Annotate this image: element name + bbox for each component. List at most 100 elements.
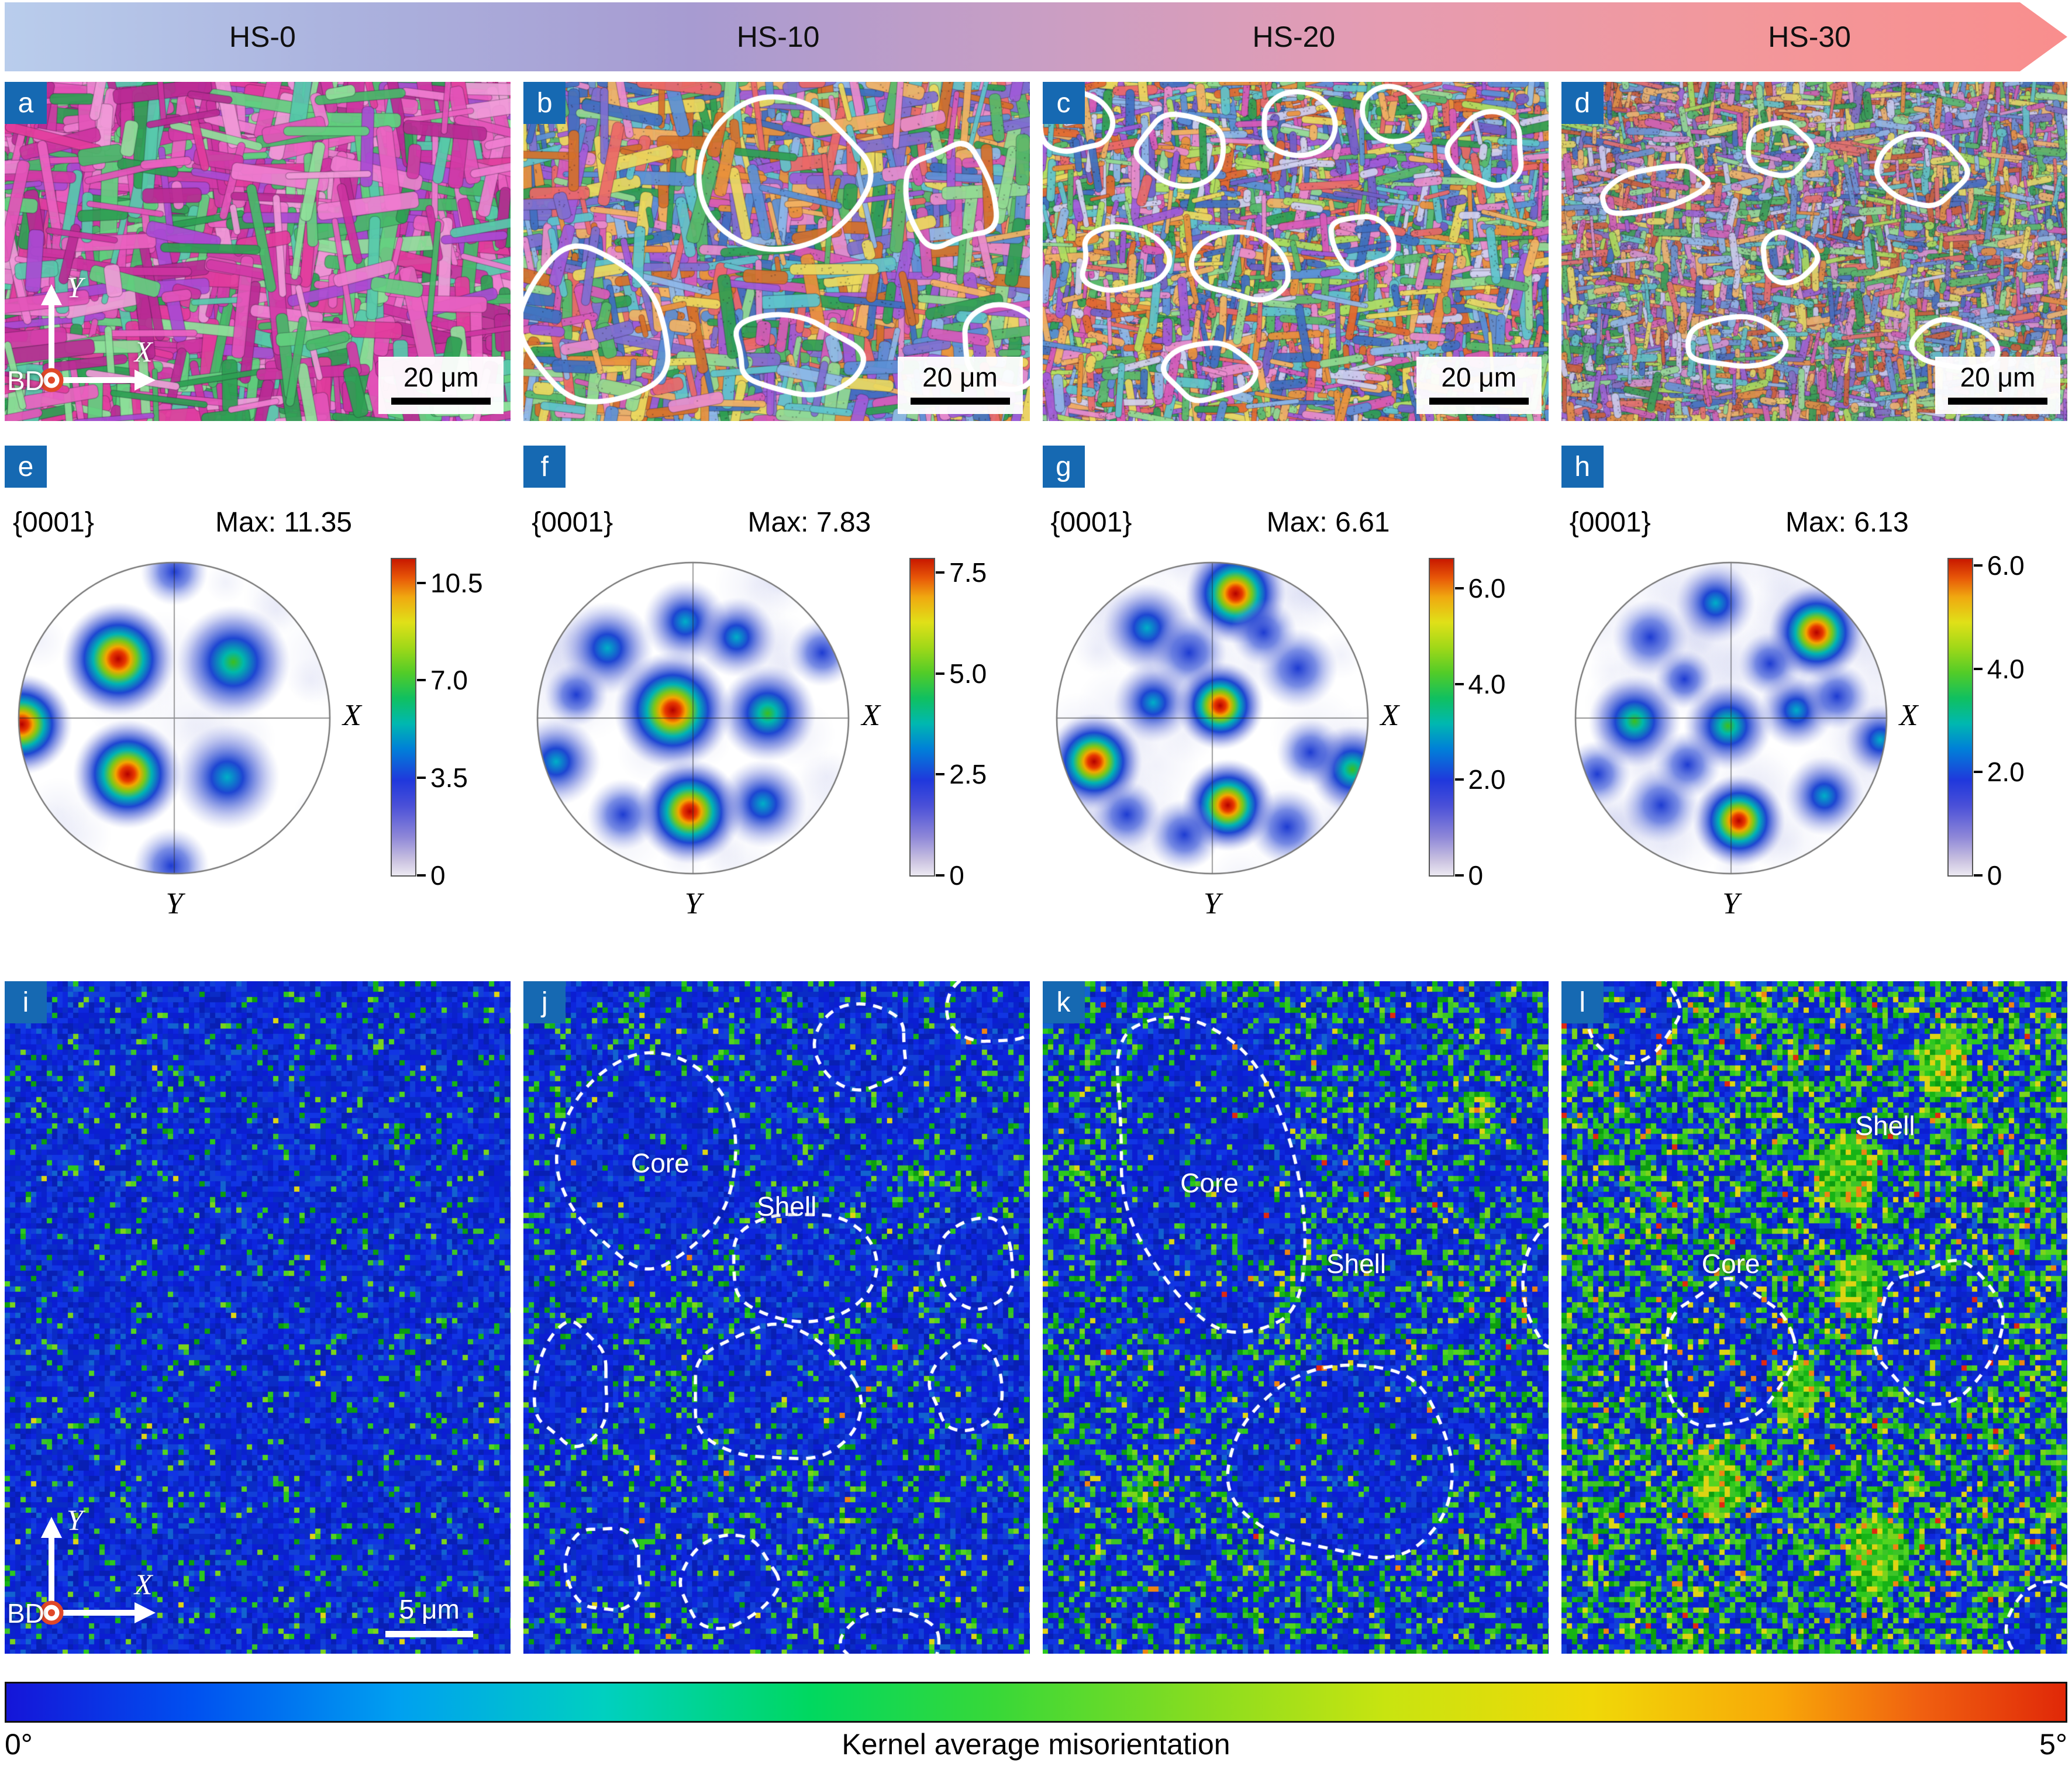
- pole-figure-header: {0001} Max: 6.13: [1570, 506, 1909, 539]
- axes-arrows-icon: [39, 284, 156, 392]
- panel-letter-badge-c: c: [1042, 82, 1085, 124]
- region-label-shell: Shell: [1855, 1110, 1915, 1141]
- pole-panel-g: g {0001} Max: 6.61 X Y 6.0 4.0 2.0 0: [1042, 446, 1549, 931]
- region-label-shell: Shell: [1326, 1248, 1387, 1279]
- scale-tick-label: 6.0: [1468, 572, 1506, 603]
- scale-tick: [936, 571, 945, 574]
- scalebar-label: 20 μm: [1441, 362, 1517, 392]
- panel-letter: g: [1056, 451, 1071, 482]
- scalebar: 20 μm: [1935, 357, 2060, 414]
- panel-letter-badge-d: d: [1561, 82, 1604, 124]
- scale-tick: [417, 874, 426, 877]
- kam-map-canvas-l: [1561, 981, 2067, 1654]
- x-axis-label: X: [135, 335, 153, 368]
- bd-axis-label: BD: [7, 1598, 44, 1629]
- pole-family-label: {0001}: [1569, 507, 1651, 538]
- panel-letter-badge-h: h: [1561, 446, 1604, 488]
- scalebar-line: [910, 398, 1010, 405]
- pole-family-label: {0001}: [13, 507, 94, 538]
- scalebar-label: 5 μm: [399, 1594, 460, 1624]
- banner-label-hs10: HS-10: [736, 20, 820, 53]
- banner-label-hs0: HS-0: [229, 20, 296, 53]
- panel-letter-badge-i: i: [5, 981, 47, 1023]
- pole-panel-f: f {0001} Max: 7.83 X Y 7.5 5.0 2.5 0: [523, 446, 1029, 931]
- scale-tick-label: 3.5: [430, 763, 468, 794]
- scalebar-line: [391, 398, 491, 405]
- banner-label-hs20: HS-20: [1252, 20, 1336, 53]
- ipf-panel-a: a Y X BD 20 μm: [5, 82, 511, 421]
- ipf-panel-d: d 20 μm: [1561, 82, 2067, 421]
- panel-letter: h: [1574, 451, 1591, 482]
- scale-tick: [1454, 682, 1464, 685]
- scalebar: 20 μm: [1416, 357, 1542, 414]
- scalebar: 5 μm: [385, 1593, 474, 1637]
- scale-tick-label: 2.5: [949, 759, 987, 790]
- scalebar: 20 μm: [897, 357, 1023, 414]
- panel-letter: i: [22, 986, 29, 1018]
- x-axis-label: X: [343, 699, 361, 732]
- region-label-shell: Shell: [757, 1191, 817, 1222]
- kam-overlay: Core Shell: [1043, 981, 1549, 1654]
- y-axis-label: Y: [67, 1503, 83, 1536]
- pole-max-label: Max: 7.83: [747, 507, 871, 538]
- pole-figure-plot: [11, 554, 338, 882]
- scale-tick-label: 2.0: [1987, 757, 2025, 788]
- pole-max-label: Max: 6.61: [1266, 507, 1390, 538]
- x-axis-label: X: [135, 1568, 153, 1600]
- kam-map-canvas-k: [1042, 981, 1549, 1654]
- scale-tick: [1973, 564, 1983, 567]
- panel-letter: d: [1574, 87, 1591, 119]
- kam-overlay: Core Shell: [523, 981, 1029, 1654]
- panel-letter: l: [1579, 986, 1586, 1018]
- scale-tick-label: 10.5: [430, 567, 483, 598]
- y-axis-label: Y: [1722, 887, 1740, 920]
- scale-tick: [936, 773, 945, 776]
- pole-figure-canvas-g: [1048, 554, 1376, 882]
- pole-family-label: {0001}: [532, 507, 613, 538]
- ipf-map-row: a Y X BD 20 μm: [0, 82, 2072, 421]
- scale-tick: [1973, 667, 1983, 670]
- pole-figure-header: {0001} Max: 11.35: [13, 506, 352, 539]
- kam-map-canvas-i: [5, 981, 511, 1654]
- panel-letter-badge-l: l: [1561, 981, 1604, 1023]
- panel-letter-badge-g: g: [1042, 446, 1085, 488]
- axes-indicator: Y X BD: [7, 269, 179, 415]
- treatment-banner: HS-0 HS-10 HS-20 HS-30: [5, 2, 2067, 71]
- intensity-colorbar: 6.0 4.0 2.0 0: [1428, 558, 1505, 891]
- pole-figure-plot: [1567, 554, 1895, 882]
- pole-figure-plot: [529, 554, 857, 882]
- region-label-core: Core: [1701, 1248, 1760, 1279]
- kam-colorbar-labels: 0° Kernel average misorientation 5°: [5, 1727, 2067, 1761]
- scale-tick-label: 0: [1468, 860, 1484, 891]
- intensity-colorbar: 6.0 4.0 2.0 0: [1947, 550, 2025, 891]
- panel-letter: c: [1056, 87, 1071, 119]
- scale-tick: [936, 874, 945, 877]
- scale-tick-label: 0: [949, 860, 964, 891]
- scale-tick: [417, 679, 426, 682]
- scalebar-line: [1948, 398, 2047, 405]
- kam-overlay: Shell Core: [1561, 981, 2067, 1654]
- pole-max-label: Max: 6.13: [1785, 507, 1909, 538]
- scale-tick-label: 4.0: [1468, 668, 1506, 699]
- region-label-core: Core: [631, 1147, 689, 1178]
- y-axis-label: Y: [67, 271, 83, 303]
- kam-panel-i: i Y X BD 5 μm: [5, 981, 511, 1654]
- pole-figure-canvas-f: [529, 554, 857, 882]
- panel-letter-badge-k: k: [1042, 981, 1085, 1023]
- scale-tick: [417, 581, 426, 584]
- pole-figure-header: {0001} Max: 6.61: [1051, 506, 1390, 539]
- scale-tick-label: 6.0: [1987, 550, 2025, 581]
- scalebar: 20 μm: [378, 357, 504, 414]
- x-axis-label: X: [861, 699, 881, 732]
- scale-tick: [1973, 771, 1983, 774]
- pole-figure-header: {0001} Max: 7.83: [532, 506, 871, 539]
- scale-tick-label: 2.0: [1468, 764, 1506, 795]
- scale-tick: [417, 777, 426, 779]
- kam-panel-l: l Shell Core: [1561, 981, 2067, 1654]
- scale-tick-label: 5.0: [949, 658, 987, 689]
- axes-indicator: Y X BD: [7, 1502, 179, 1648]
- ipf-panel-c: c 20 μm: [1042, 82, 1549, 421]
- scale-tick-label: 0: [1987, 860, 2002, 891]
- pole-figure-canvas-h: [1567, 554, 1895, 882]
